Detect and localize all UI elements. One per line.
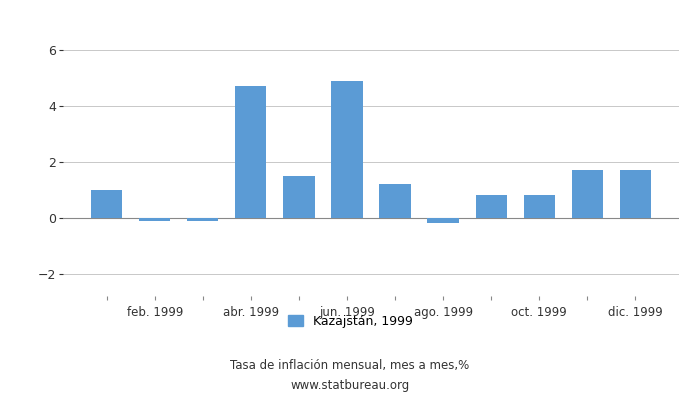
- Bar: [428, 218, 458, 223]
- Bar: [139, 218, 170, 220]
- Bar: [91, 190, 122, 218]
- Bar: [572, 170, 603, 218]
- Bar: [524, 195, 555, 218]
- Bar: [331, 81, 363, 218]
- Legend: Kazajstán, 1999: Kazajstán, 1999: [288, 315, 412, 328]
- Text: www.statbureau.org: www.statbureau.org: [290, 380, 410, 392]
- Bar: [379, 184, 411, 218]
- Bar: [620, 170, 651, 218]
- Text: Tasa de inflación mensual, mes a mes,%: Tasa de inflación mensual, mes a mes,%: [230, 360, 470, 372]
- Bar: [475, 195, 507, 218]
- Bar: [284, 176, 314, 218]
- Bar: [187, 218, 218, 220]
- Bar: [235, 86, 267, 218]
